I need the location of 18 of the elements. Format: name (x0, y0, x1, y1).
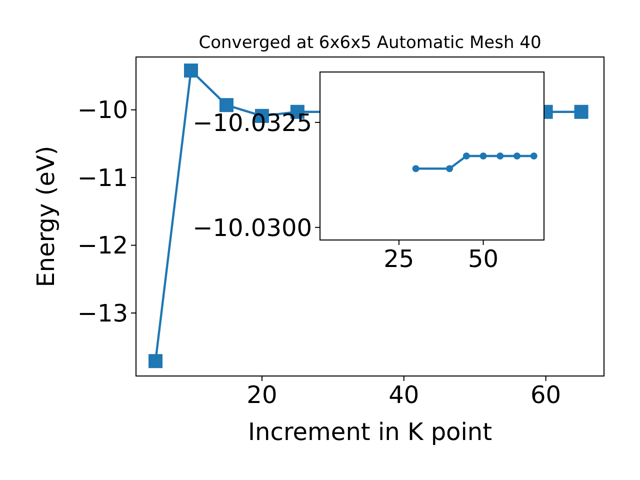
y-axis-title: Energy (eV) (32, 146, 60, 288)
x-tick-label: 25 (384, 245, 414, 274)
y-tick-label: −13 (77, 299, 128, 328)
y-tick-label: −10.0325 (192, 108, 312, 137)
y-tick-label: −12 (77, 232, 128, 260)
point (219, 98, 234, 112)
x-tick-label: 60 (530, 381, 562, 410)
x-axis-title: Increment in K point (248, 418, 492, 446)
x-tick-label: 40 (388, 381, 420, 410)
point (148, 354, 163, 368)
point (574, 104, 588, 119)
y-tick-label: −10 (77, 96, 128, 124)
y-tick-label: −10.0300 (192, 214, 312, 242)
chart-title: Converged at 6x6x5 Automatic Mesh 40 (198, 33, 542, 53)
x-tick-label: 20 (246, 381, 278, 410)
x-tick-label: 50 (468, 245, 499, 274)
point (184, 64, 198, 78)
y-tick-label: −11 (77, 164, 128, 192)
